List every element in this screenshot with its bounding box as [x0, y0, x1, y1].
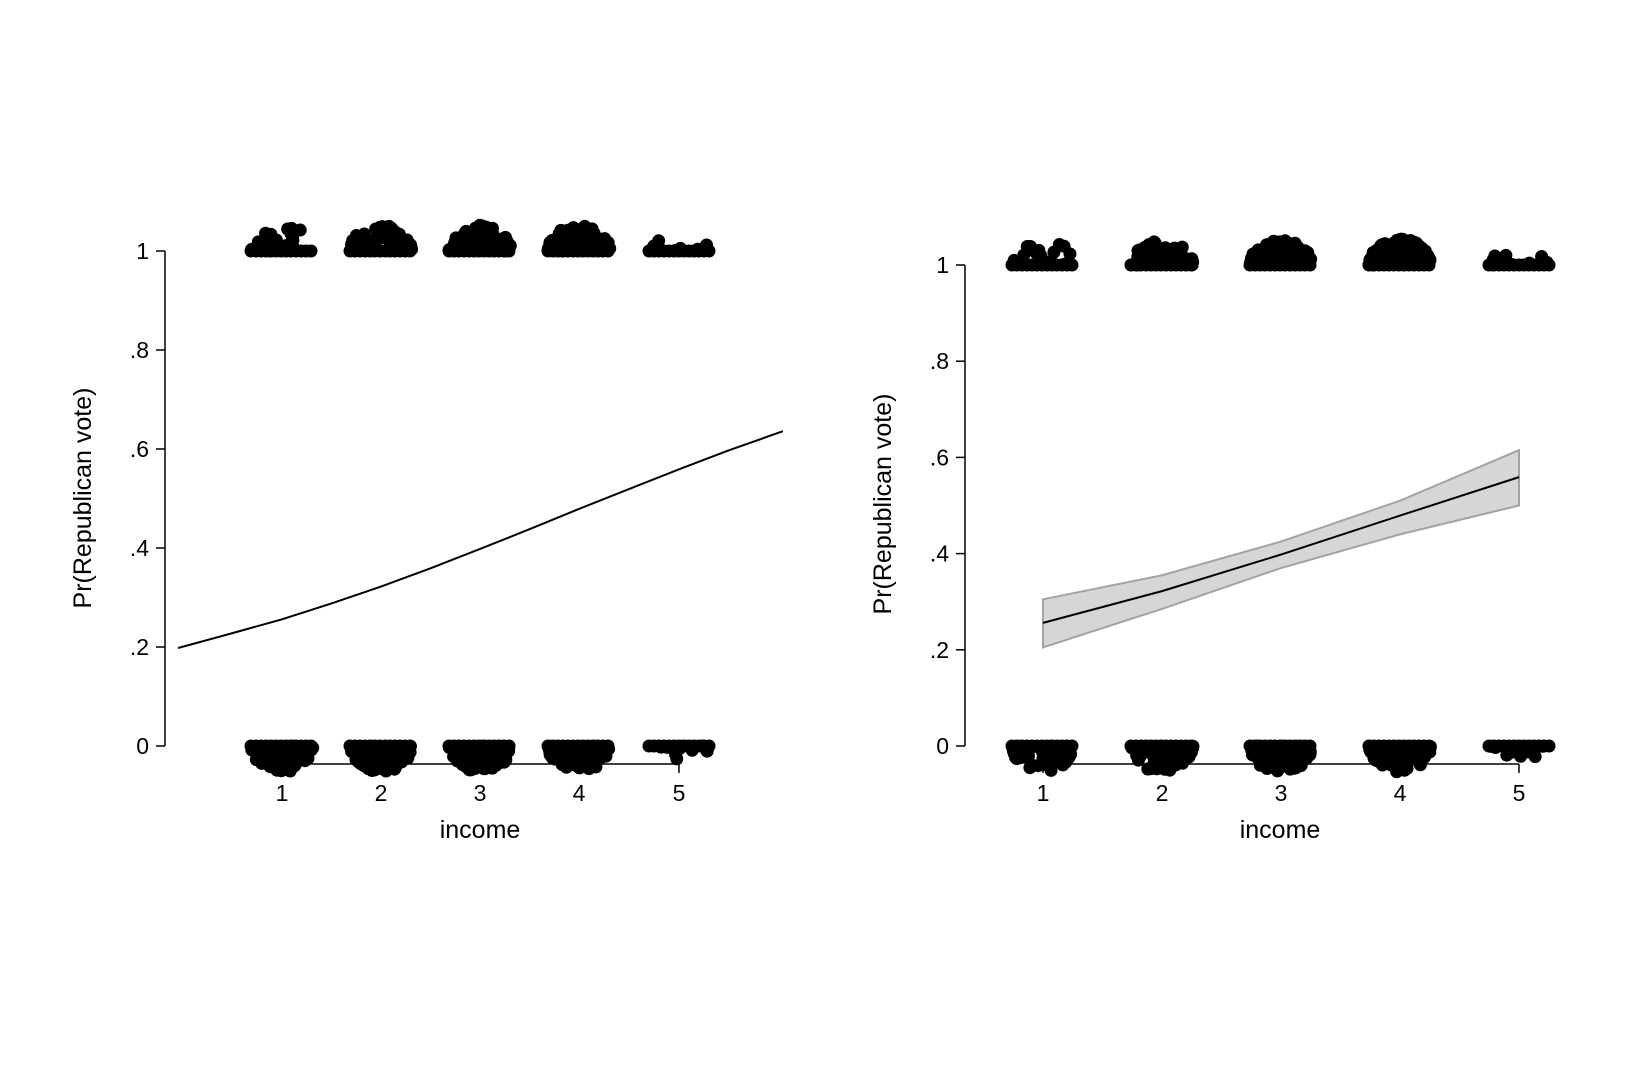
right-y-tick-label: 1	[936, 252, 949, 278]
right-observation-point	[1422, 258, 1436, 272]
right-y-tick-label: .8	[930, 348, 949, 374]
left-observation-point	[702, 244, 716, 258]
right-plot-area: 0 .2 .4 .6 .8 1 1 2 3 4 5	[930, 232, 1556, 806]
left-y-tick-label: .8	[130, 337, 149, 363]
left-observation-point	[285, 221, 299, 235]
left-observation-point	[359, 757, 373, 771]
right-observation-point	[1262, 247, 1276, 261]
right-observation-point	[1144, 240, 1158, 254]
left-observation-point	[403, 739, 417, 753]
left-observation-point	[479, 232, 493, 246]
right-observation-point	[1044, 758, 1058, 772]
left-observation-point	[479, 220, 493, 234]
left-y-tick-label: .2	[130, 634, 149, 660]
right-y-tick-label: .2	[930, 637, 949, 663]
right-panel: 0 .2 .4 .6 .8 1 1 2 3 4 5 income Pr(Republican vot…	[869, 232, 1556, 844]
right-observation-point	[1303, 258, 1317, 272]
right-observation-point	[1009, 750, 1023, 764]
right-observation-point	[1252, 752, 1266, 766]
right-observation-point	[1052, 238, 1066, 252]
left-panel: 0 .2 .4 .6 .8 1 1 2 3 4 5 income Pr(Republican vot…	[69, 218, 784, 844]
left-y-tick-label: .6	[130, 436, 149, 462]
left-x-tick-label: 5	[673, 780, 686, 806]
left-observation-point	[383, 755, 397, 769]
right-y-tick-label: .4	[930, 541, 949, 567]
right-observation-point	[1422, 739, 1436, 753]
left-observation-point	[403, 244, 417, 258]
right-observation-point	[1261, 761, 1275, 775]
left-observation-point	[483, 760, 497, 774]
right-observation-point	[1395, 247, 1409, 261]
left-observation-point	[582, 754, 596, 768]
right-observation-point	[1169, 758, 1183, 772]
right-observation-point	[1184, 739, 1198, 753]
right-y-axis-title: Pr(Republican vote)	[869, 394, 897, 615]
right-observation-point	[1368, 752, 1382, 766]
right-observation-point	[1061, 751, 1075, 765]
left-observation-point	[304, 739, 318, 753]
left-fitted-line	[177, 430, 784, 649]
left-observation-point	[400, 233, 414, 247]
left-observation-point	[575, 222, 589, 236]
right-observation-point	[1542, 739, 1556, 753]
left-observation-point	[497, 755, 511, 769]
left-observation-point	[546, 751, 560, 765]
left-observation-point	[249, 753, 263, 767]
left-y-tick-label: .4	[130, 535, 149, 561]
right-x-tick-label: 2	[1156, 780, 1169, 806]
left-observation-point	[702, 739, 716, 753]
right-observation-point	[1374, 239, 1388, 253]
left-observation-point	[460, 230, 474, 244]
left-x-axis-title: income	[440, 816, 521, 844]
right-observation-point	[1131, 244, 1145, 258]
right-x-axis-title: income	[1240, 816, 1321, 844]
left-observation-point	[369, 233, 383, 247]
left-observation-point	[670, 752, 684, 766]
right-observation-point	[1023, 240, 1037, 254]
left-y-axis-title: Pr(Republican vote)	[69, 388, 97, 609]
left-observation-point	[563, 229, 577, 243]
right-fitted-line	[1042, 476, 1520, 624]
right-observation-point	[1542, 258, 1556, 272]
left-observation-point	[304, 244, 318, 258]
right-observation-point	[1528, 750, 1542, 764]
left-x-tick-label: 3	[474, 780, 487, 806]
left-observation-point	[286, 233, 300, 247]
right-observation-point	[1303, 739, 1317, 753]
left-x-tick-label: 4	[573, 780, 586, 806]
right-x-tick-label: 5	[1513, 780, 1526, 806]
right-x-tick-label: 4	[1394, 780, 1407, 806]
left-observation-point	[496, 232, 510, 246]
left-observation-point	[555, 758, 569, 772]
right-y-tick-label: .6	[930, 444, 949, 470]
right-confidence-band	[1042, 448, 1520, 649]
left-observation-point	[601, 739, 615, 753]
left-x-tick-label: 2	[375, 780, 388, 806]
right-observation-point	[1184, 258, 1198, 272]
left-observation-point	[375, 220, 389, 234]
left-observation-point	[502, 739, 516, 753]
left-y-tick-label: 0	[136, 733, 149, 759]
right-observation-point	[1146, 758, 1160, 772]
right-y-tick-label: 0	[936, 733, 949, 759]
right-observation-point	[1065, 739, 1079, 753]
left-observation-point	[502, 244, 516, 258]
left-observation-point	[460, 760, 474, 774]
right-x-tick-label: 3	[1275, 780, 1288, 806]
left-x-tick-label: 1	[276, 780, 289, 806]
left-observation-point	[601, 244, 615, 258]
left-plot-area: 0 .2 .4 .6 .8 1 1 2 3 4 5	[130, 218, 784, 806]
right-observation-point	[1065, 258, 1079, 272]
left-y-tick-label: 1	[136, 238, 149, 264]
left-observation-point	[596, 749, 610, 763]
right-observation-point	[1274, 757, 1288, 771]
right-x-tick-label: 1	[1037, 780, 1050, 806]
right-observation-point	[1264, 237, 1278, 251]
right-observation-point	[1390, 760, 1404, 774]
left-observation-point	[263, 760, 277, 774]
